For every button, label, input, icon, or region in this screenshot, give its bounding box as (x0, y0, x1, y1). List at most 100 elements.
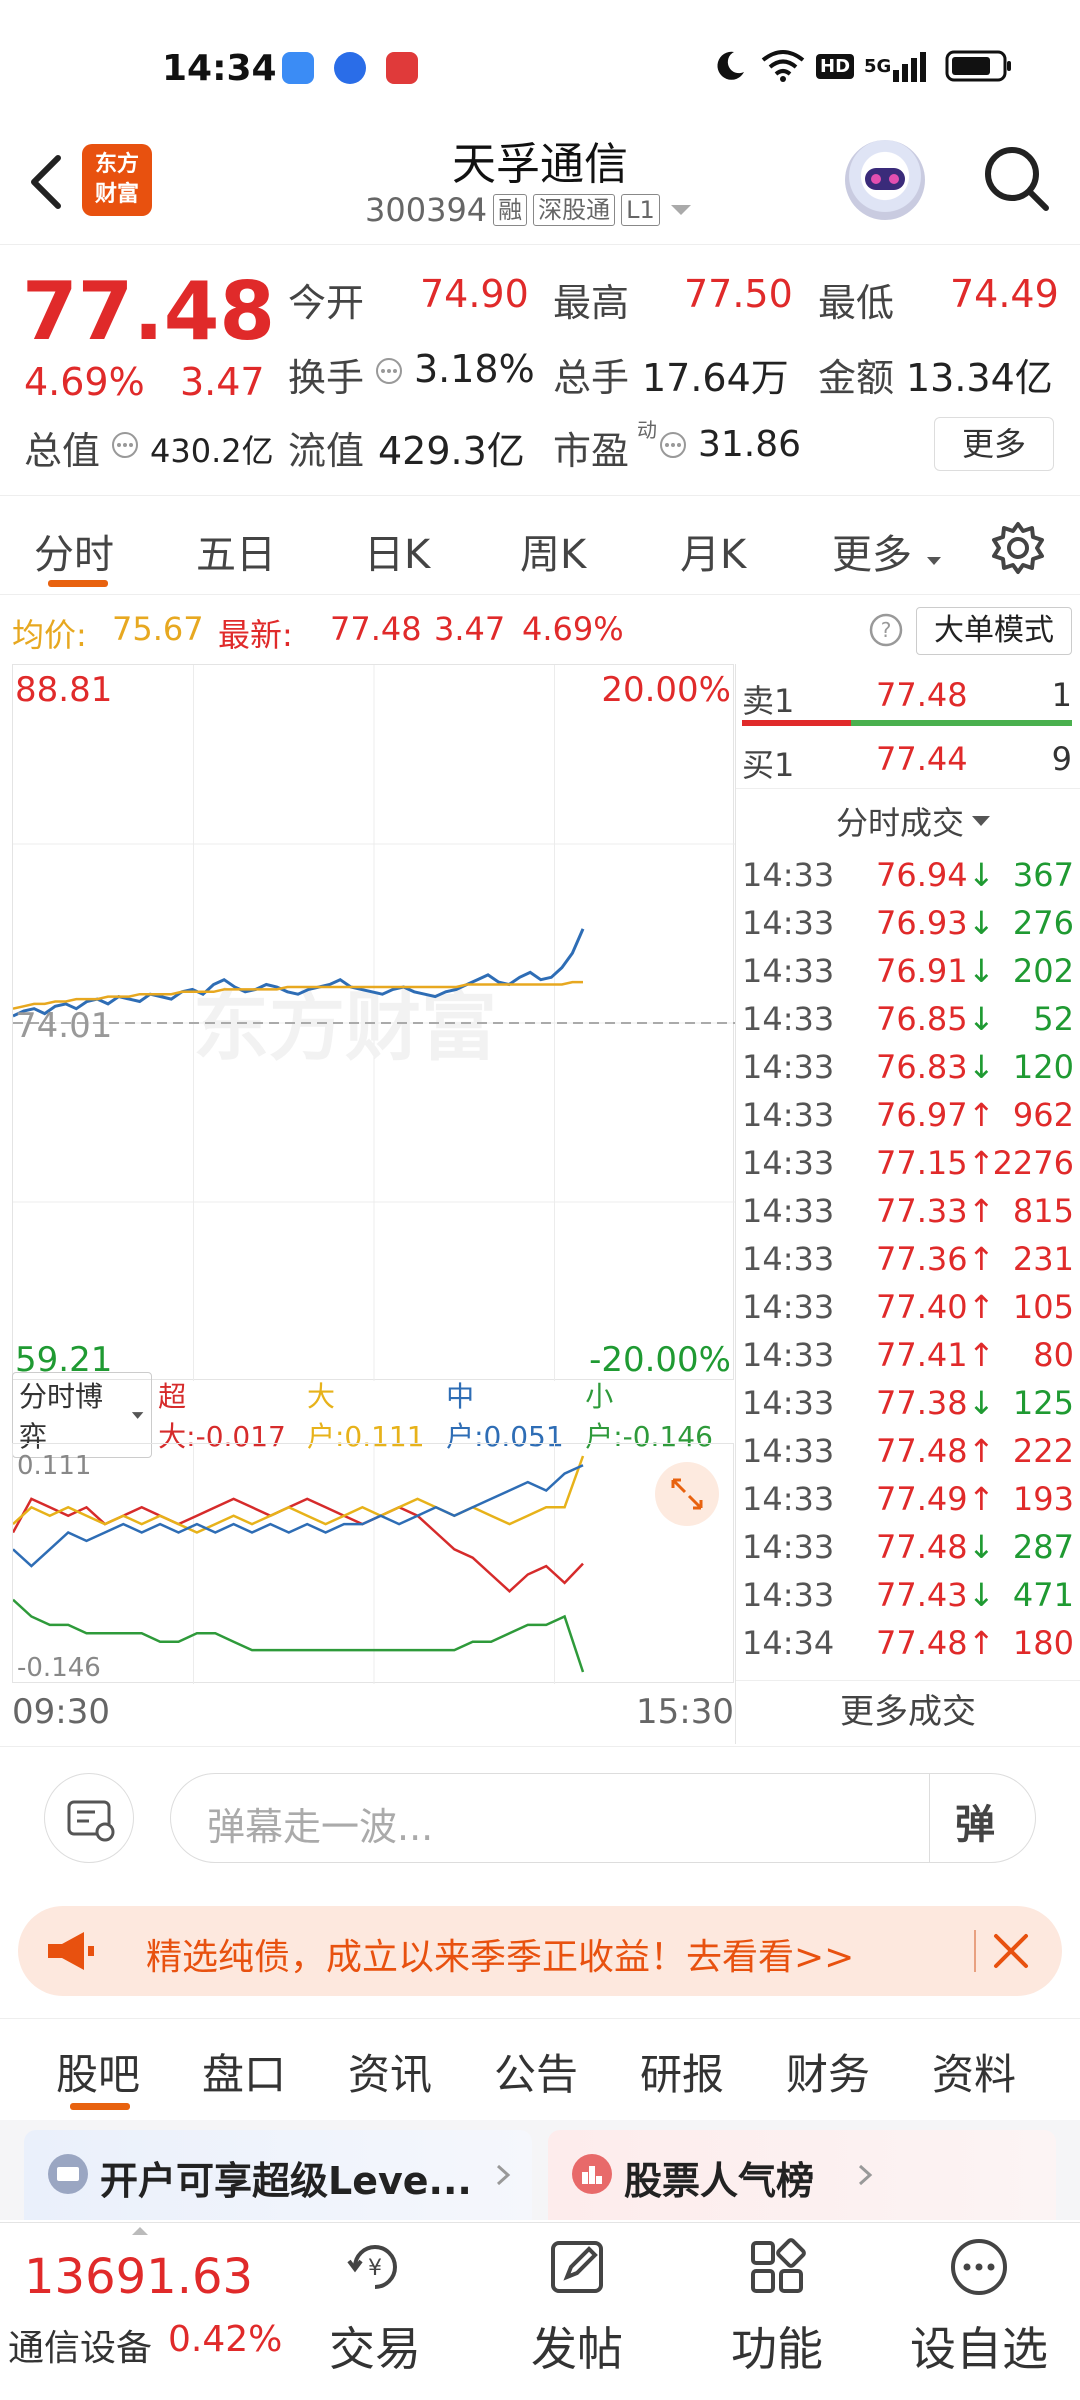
float-label: 流值 (288, 429, 365, 473)
more-ticks-button[interactable]: 更多成交 (736, 1680, 1080, 1744)
tick-volume: 276 (1012, 904, 1074, 942)
expand-chart-button[interactable] (655, 1462, 719, 1526)
current-price: 77.48 (22, 265, 276, 358)
close-icon[interactable] (990, 1930, 1032, 1972)
edit-icon (551, 2241, 603, 2293)
tick-volume: 125 (1012, 1384, 1074, 1422)
latest-change: 3.47 (434, 610, 506, 648)
pe-dynamic-sup: 动 (637, 418, 657, 442)
price-chart-svg: 东方财富 88.81 20.00% 74.01 59.21 -20.00% (13, 665, 735, 1381)
tick-row: 14:33 77.40 ↑ 105 (736, 1282, 1080, 1330)
tick-volume: 222 (1012, 1432, 1074, 1470)
info-dots-icon[interactable] (110, 430, 140, 460)
tab-profile[interactable]: 资料 (932, 2050, 1017, 2099)
sell1-row[interactable]: 卖1 77.48 1 (736, 670, 1080, 720)
tick-price: 77.49 (876, 1480, 968, 1518)
sector-index-widget[interactable]: 13691.63 通信设备 0.42% (0, 2223, 290, 2400)
tick-time: 14:33 (742, 1000, 835, 1038)
pe-value: 31.86 (698, 424, 802, 465)
danmu-send-button[interactable]: 弹 (955, 1802, 995, 1848)
chart-watermark: 东方财富 (193, 982, 497, 1071)
tick-direction-icon: ↑ (968, 1240, 995, 1278)
tick-volume: 105 (1012, 1288, 1074, 1326)
ticks-title[interactable]: 分时成交 (836, 798, 992, 844)
tick-volume: 231 (1012, 1240, 1074, 1278)
nav-add-watchlist[interactable]: 设自选 (904, 2233, 1054, 2379)
sell1-price: 77.48 (876, 676, 968, 714)
flow-line-small (13, 1598, 585, 1673)
search-icon[interactable] (980, 142, 1052, 214)
money-flow-chart[interactable]: 0.111 -0.146 (12, 1443, 734, 1684)
tab-research[interactable]: 研报 (640, 2050, 725, 2099)
nav-functions[interactable]: 功能 (702, 2233, 852, 2379)
more-quote-button[interactable]: 更多 (934, 417, 1054, 471)
tick-volume: 2276 (992, 1144, 1074, 1182)
tab-guba[interactable]: 股吧 (56, 2050, 141, 2099)
ranking-icon (572, 2154, 612, 2194)
divider (929, 1774, 930, 1862)
flow-mode-dropdown[interactable]: 分时博弈 (12, 1372, 153, 1458)
tick-time: 14:33 (742, 1336, 835, 1374)
stock-header: 东方 财富 天孚通信 300394 融 深股通 L1 (0, 120, 1080, 245)
help-icon[interactable]: ? (868, 612, 904, 648)
info-dots-icon[interactable] (374, 356, 404, 386)
tick-direction-icon: ↓ (968, 904, 995, 942)
time-axis-end: 15:30 (636, 1692, 734, 1732)
tab-news[interactable]: 资讯 (348, 2050, 433, 2099)
tab-weekly-k[interactable]: 周K (520, 532, 587, 578)
tab-five-day[interactable]: 五日 (196, 532, 276, 578)
tick-price: 77.33 (876, 1192, 968, 1230)
buy1-row[interactable]: 买1 77.44 9 (736, 734, 1080, 784)
caret-down-icon (972, 816, 991, 826)
amount-value: 13.34亿 (906, 356, 1053, 400)
pct-axis-top: 20.00% (601, 670, 731, 710)
tick-row: 14:33 77.48 ↑ 222 (736, 1426, 1080, 1474)
tab-pankou[interactable]: 盘口 (202, 2050, 287, 2099)
promo-text: 精选纯债，成立以来季季正收益！去看看>> (146, 1937, 855, 1978)
price-series-group (13, 928, 585, 1018)
tab-more[interactable]: 更多 (832, 522, 943, 580)
gear-icon[interactable] (990, 520, 1046, 576)
feature-cards: 开户可享超级Leve... 股票人气榜 (0, 2120, 1080, 2220)
tick-volume: 180 (1012, 1624, 1074, 1662)
tag-margin: 融 (493, 194, 528, 226)
sell1-volume: 1 (1051, 676, 1072, 714)
info-dots-icon[interactable] (658, 430, 688, 460)
tab-intraday[interactable]: 分时 (34, 532, 114, 578)
eastmoney-logo[interactable]: 东方 财富 (82, 144, 152, 216)
ai-robot-avatar[interactable] (845, 140, 925, 220)
bid-ask-ratio-bar (742, 720, 1072, 726)
nav-post[interactable]: 发帖 (502, 2233, 652, 2379)
tick-price: 77.48 (876, 1624, 968, 1662)
danmu-input-box[interactable]: 弹幕走一波... 弹 (170, 1773, 1036, 1863)
intraday-price-chart[interactable]: 东方财富 88.81 20.00% 74.01 59.21 -20.00% (12, 664, 735, 1381)
turnover-value: 3.18% (414, 347, 535, 391)
tab-monthly-k[interactable]: 月K (680, 532, 747, 578)
tick-time: 14:33 (742, 856, 835, 894)
tab-announcements[interactable]: 公告 (494, 2050, 579, 2099)
tick-time: 14:33 (742, 904, 835, 942)
open-account-card[interactable]: 开户可享超级Leve... (24, 2130, 532, 2220)
change-percent: 4.69% (24, 360, 145, 404)
big-order-mode-button[interactable]: 大单模式 (916, 607, 1072, 655)
sell1-label: 卖1 (742, 682, 795, 720)
tab-daily-k[interactable]: 日K (364, 532, 431, 578)
tick-row: 14:33 77.38 ↓ 125 (736, 1378, 1080, 1426)
tick-price: 76.94 (876, 856, 968, 894)
danmu-settings-button[interactable] (44, 1773, 134, 1863)
popularity-card[interactable]: 股票人气榜 (548, 2130, 1056, 2220)
stock-meta[interactable]: 300394 融 深股通 L1 (365, 190, 694, 230)
tab-financials[interactable]: 财务 (786, 2050, 871, 2099)
shop-notification-icon (386, 52, 418, 84)
back-arrow-icon[interactable] (22, 150, 72, 214)
nav-trade[interactable]: ¥ 交易 (300, 2233, 450, 2379)
ticks-title-label: 分时成交 (836, 804, 965, 842)
tick-time: 14:33 (742, 1144, 835, 1182)
promo-banner[interactable]: 精选纯债，成立以来季季正收益！去看看>> (18, 1906, 1062, 1996)
tick-row: 14:33 77.48 ↓ 287 (736, 1522, 1080, 1570)
tick-price: 76.83 (876, 1048, 968, 1086)
panel-divider (735, 664, 736, 1744)
tick-volume: 202 (1012, 952, 1074, 990)
caret-up-icon (132, 2227, 148, 2235)
flow-chart-svg: 0.111 -0.146 (13, 1444, 719, 1684)
